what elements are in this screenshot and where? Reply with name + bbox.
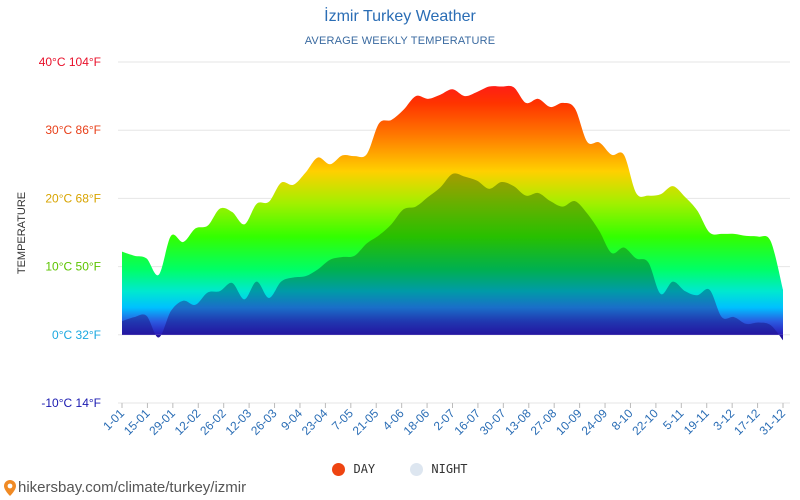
series-area-night: [122, 173, 783, 341]
y-tick-label: 10°C 50°F: [45, 260, 101, 274]
legend-dot-day: [332, 462, 346, 476]
x-tick-label: 22-10: [629, 406, 661, 438]
x-tick-label: 23-04: [299, 406, 331, 438]
legend-label-night: NIGHT: [431, 462, 468, 476]
x-tick-label: 16-07: [451, 406, 483, 438]
x-tick-label: 18-06: [401, 406, 433, 438]
y-tick-label: 40°C 104°F: [39, 55, 101, 69]
x-tick-label: 31-12: [757, 406, 789, 438]
x-tick-label: 13-08: [502, 406, 534, 438]
legend-dot-night: [410, 462, 424, 476]
x-tick-label: 30-07: [477, 406, 509, 438]
x-tick-label: 12-02: [172, 406, 204, 438]
x-tick-label: 27-08: [528, 406, 560, 438]
x-tick-label: 26-03: [248, 406, 280, 438]
legend-label-day: DAY: [353, 462, 376, 476]
x-tick-label: 10-09: [553, 406, 585, 438]
y-tick-label: 30°C 86°F: [45, 123, 101, 137]
x-tick-label: 21-05: [350, 406, 382, 438]
plot-area: [122, 85, 783, 341]
source-link[interactable]: hikersbay.com/climate/turkey/izmir: [4, 479, 246, 496]
chart-subtitle: AVERAGE WEEKLY TEMPERATURE: [304, 35, 496, 47]
location-pin-icon: [4, 479, 16, 496]
y-tick-label: -10°C 14°F: [41, 396, 101, 410]
y-tick-label: 0°C 32°F: [52, 328, 101, 342]
chart-title: İzmir Turkey Weather: [324, 8, 476, 25]
legend-item-day[interactable]: DAY: [332, 462, 375, 476]
x-tick-label: 15-01: [121, 406, 153, 438]
x-tick-label: 19-11: [681, 406, 712, 437]
x-tick-label: 17-12: [731, 406, 763, 438]
source-url: hikersbay.com/climate/turkey/izmir: [18, 479, 247, 496]
legend-item-night[interactable]: NIGHT: [410, 462, 468, 476]
x-tick-label: 24-09: [579, 406, 611, 438]
x-axis-ticks: 1-0115-0129-0112-0226-0212-0326-039-0423…: [100, 403, 788, 438]
y-axis-label: TEMPERATURE: [16, 192, 28, 274]
legend: DAY NIGHT: [0, 462, 800, 479]
y-axis-ticks: 40°C 104°F 30°C 86°F 20°C 68°F 10°C 50°F 0°C…: [39, 55, 101, 410]
x-tick-label: 12-03: [223, 406, 255, 438]
x-tick-label: 26-02: [197, 406, 229, 438]
y-tick-label: 20°C 68°F: [45, 191, 101, 205]
x-tick-label: 29-01: [146, 406, 178, 438]
